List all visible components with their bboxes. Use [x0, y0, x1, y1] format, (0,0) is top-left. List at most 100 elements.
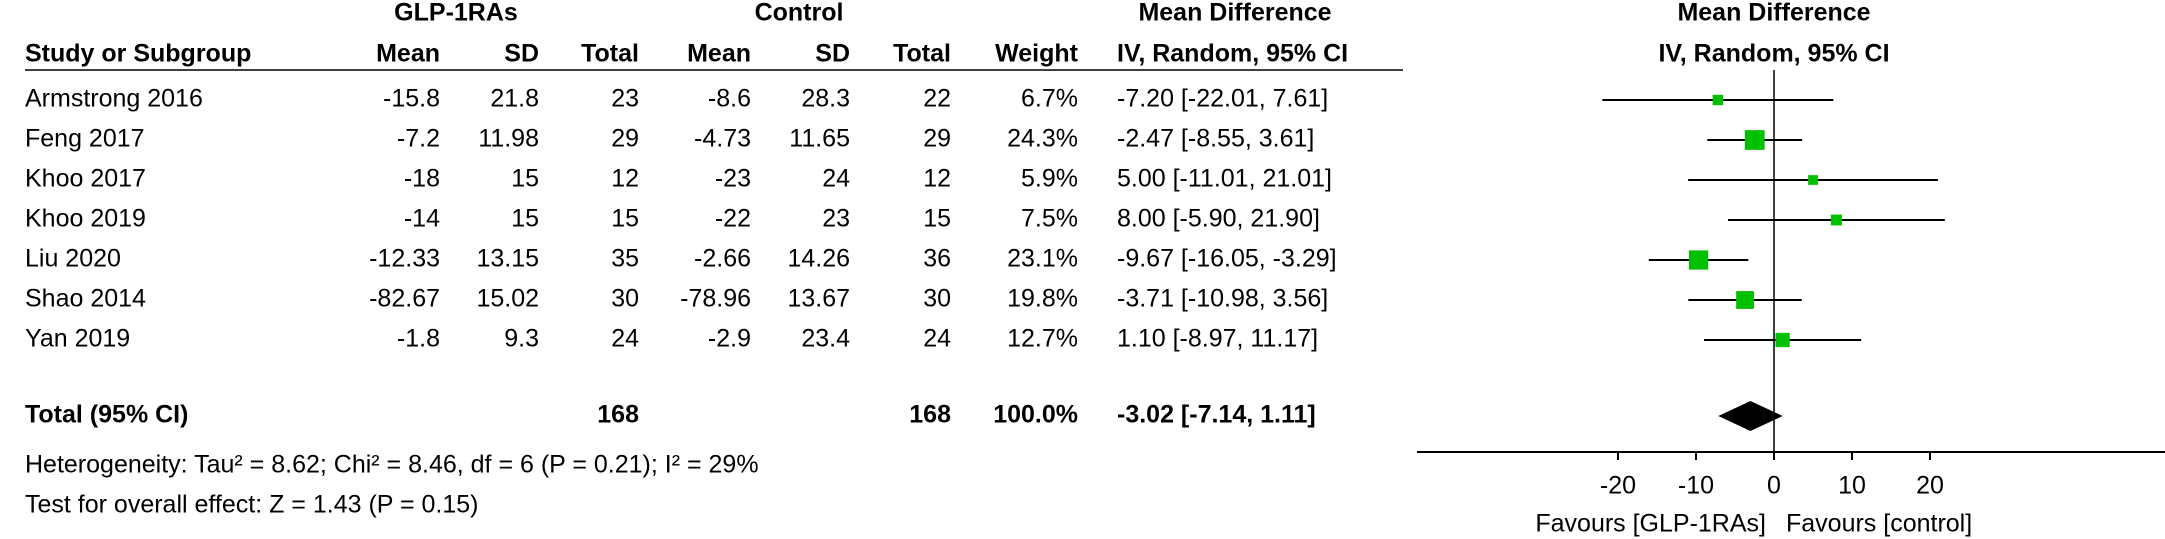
x-tick-label: 10 [1838, 472, 1866, 500]
ci-label: -3.71 [-10.98, 3.56] [1117, 285, 1328, 313]
plot-subtitle: IV, Random, 95% CI [1658, 40, 1889, 68]
effect-square [1688, 250, 1709, 270]
ci-label: 8.00 [-5.90, 21.90] [1117, 205, 1320, 233]
ci-label: 5.00 [-11.01, 21.01] [1117, 165, 1332, 193]
study-name: Yan 2019 [25, 325, 130, 353]
x-label: Favours [control] [1786, 510, 1972, 538]
cell: 11.98 [478, 125, 539, 153]
ci-label: -3.02 [-7.14, 1.11] [1117, 401, 1316, 429]
cell: 21.8 [490, 85, 539, 113]
cell: 28.3 [801, 85, 850, 113]
effect-square [1736, 291, 1754, 309]
cell: -2.9 [708, 325, 751, 353]
cell: -7.2 [397, 125, 440, 153]
cell: 30 [923, 285, 951, 313]
cell: 12 [923, 165, 951, 193]
cell: -1.8 [397, 325, 440, 353]
column-header: Mean [376, 40, 440, 68]
heterogeneity: Heterogeneity: Tau² = 8.62; Chi² = 8.46,… [25, 451, 759, 479]
cell: -82.67 [369, 285, 440, 313]
summary-diamond [1718, 401, 1783, 431]
cell: 14.26 [787, 245, 850, 273]
ci-label: -2.47 [-8.55, 3.61] [1117, 125, 1314, 153]
ci-label: -9.67 [-16.05, -3.29] [1117, 245, 1337, 273]
column-header: IV, Random, 95% CI [1117, 40, 1348, 68]
study-name: Feng 2017 [25, 125, 145, 153]
cell: 35 [611, 245, 639, 273]
cell: 12 [611, 165, 639, 193]
plot-title: Mean Difference [1677, 0, 1870, 27]
column-header: SD [504, 40, 539, 68]
cell: 5.9% [1021, 165, 1078, 193]
cell: 29 [611, 125, 639, 153]
cell: 23 [822, 205, 850, 233]
effect-square [1808, 175, 1818, 185]
effect-square [1775, 332, 1790, 348]
cell: -14 [404, 205, 440, 233]
column-header: Study or Subgroup [25, 40, 251, 68]
column-header: Total [581, 40, 639, 68]
cell: -4.73 [694, 125, 751, 153]
cell: -78.96 [680, 285, 751, 313]
cell: 13.15 [476, 245, 539, 273]
x-tick-label: 20 [1916, 472, 1944, 500]
cell: 15 [923, 205, 951, 233]
group-header: Control [755, 0, 844, 27]
cell: 30 [611, 285, 639, 313]
cell: -18 [404, 165, 440, 193]
cell: 24 [822, 165, 850, 193]
study-name: Armstrong 2016 [25, 85, 203, 113]
effect-square [1712, 94, 1724, 106]
cell: -15.8 [383, 85, 440, 113]
overall-effect: Test for overall effect: Z = 1.43 (P = 0… [25, 491, 478, 519]
cell: -22 [715, 205, 751, 233]
cell: 36 [923, 245, 951, 273]
x-label: Favours [GLP-1RAs] [1535, 510, 1766, 538]
cell: 12.7% [1007, 325, 1078, 353]
cell: 168 [597, 401, 639, 429]
cell: 15 [511, 165, 539, 193]
cell: -23 [715, 165, 751, 193]
column-header: Mean Difference [1138, 0, 1331, 27]
cell: 29 [923, 125, 951, 153]
cell: 15 [611, 205, 639, 233]
column-header: Mean [687, 40, 751, 68]
study-name: Liu 2020 [25, 245, 121, 273]
ci-label: -7.20 [-22.01, 7.61] [1117, 85, 1328, 113]
x-tick-label: -20 [1600, 472, 1636, 500]
cell: -8.6 [708, 85, 751, 113]
group-header: GLP-1RAs [394, 0, 518, 27]
study-name: Shao 2014 [25, 285, 146, 313]
x-tick-label: 0 [1767, 472, 1781, 500]
cell: 23.1% [1007, 245, 1078, 273]
cell: 100.0% [993, 401, 1078, 429]
total-label: Total (95% CI) [25, 401, 188, 429]
cell: 6.7% [1021, 85, 1078, 113]
x-tick-label: -10 [1678, 472, 1714, 500]
cell: 168 [909, 401, 951, 429]
column-header: Weight [995, 40, 1079, 68]
study-name: Khoo 2017 [25, 165, 146, 193]
cell: 15.02 [476, 285, 539, 313]
cell: 19.8% [1007, 285, 1078, 313]
cell: 9.3 [504, 325, 539, 353]
column-header: Total [893, 40, 951, 68]
effect-square [1744, 130, 1765, 150]
cell: 13.67 [787, 285, 850, 313]
cell: 11.65 [789, 125, 850, 153]
cell: 24 [923, 325, 951, 353]
ci-label: 1.10 [-8.97, 11.17] [1117, 325, 1318, 353]
cell: 24.3% [1007, 125, 1078, 153]
cell: -12.33 [369, 245, 440, 273]
effect-square [1830, 214, 1842, 226]
cell: 24 [611, 325, 639, 353]
cell: -2.66 [694, 245, 751, 273]
cell: 23 [611, 85, 639, 113]
cell: 15 [511, 205, 539, 233]
column-header: SD [815, 40, 850, 68]
cell: 23.4 [801, 325, 850, 353]
cell: 7.5% [1021, 205, 1078, 233]
study-name: Khoo 2019 [25, 205, 146, 233]
